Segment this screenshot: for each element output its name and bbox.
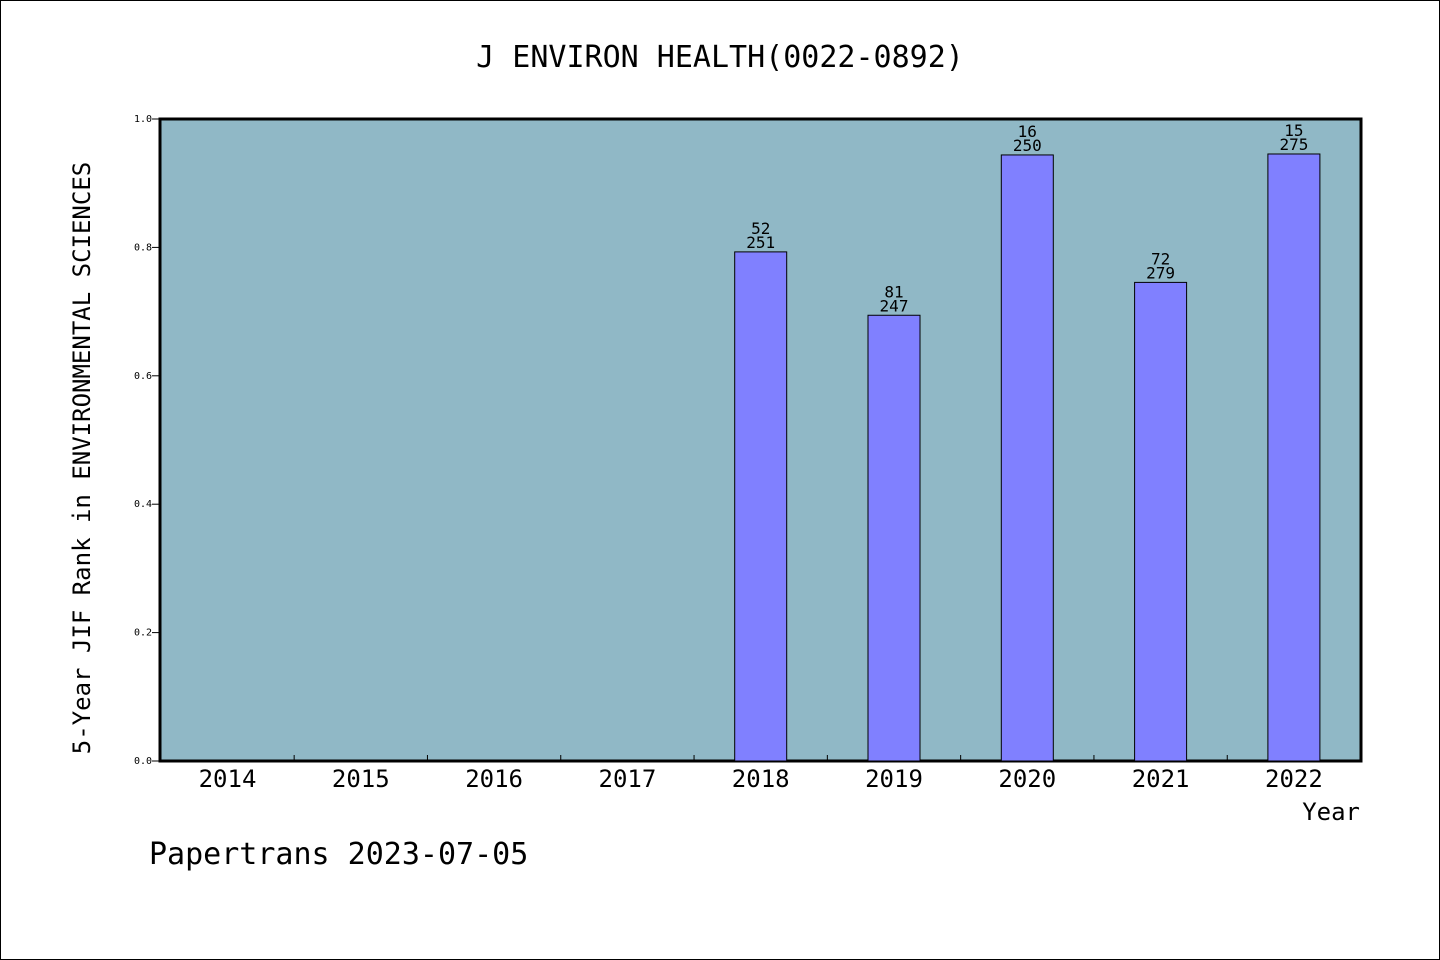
bar-2021 [1134,281,1188,762]
bar-rank-label: 81 [884,282,903,301]
bar-rank-label: 15 [1284,121,1303,140]
x-axis-label: Year [1302,798,1360,826]
x-tick-label: 2014 [199,765,257,793]
bar-total-label: 251 [746,233,775,252]
y-tick-label: 0.2 [134,628,152,639]
x-tick-label: 2022 [1265,765,1323,793]
x-tick-label: 2021 [1132,765,1190,793]
y-tick-label: 0.4 [134,499,152,510]
bar-total-label: 247 [880,296,909,315]
bar-2022 [1267,153,1321,762]
y-axis: 0.0 0.2 0.4 0.6 0.8 1.0 [134,114,160,767]
bar-rank-label: 52 [751,219,770,238]
footer-watermark: Papertrans 2023-07-05 [149,837,528,872]
bar-2019 [867,314,921,762]
x-axis: 2014 2015 2016 2017 2018 2019 2020 2021 2022 [199,755,1323,793]
y-tick-label: 0.6 [134,371,152,382]
bar-total-label: 279 [1146,263,1175,282]
bar-rank-label: 16 [1018,122,1037,141]
y-axis-label: 5-Year JIF Rank in ENVIRONMENTAL SCIENCE… [68,162,96,754]
chart-title: J ENVIRON HEALTH(0022-0892) [476,40,964,75]
x-tick-label: 2019 [865,765,923,793]
x-tick-label: 2017 [599,765,657,793]
bar-rank-label: 72 [1151,249,1170,268]
x-tick-label: 2016 [465,765,523,793]
x-tick-label: 2020 [998,765,1056,793]
x-tick-label: 2015 [332,765,390,793]
y-tick-label: 1.0 [134,114,152,125]
bar-total-label: 275 [1279,135,1308,154]
bar-total-label: 250 [1013,136,1042,155]
bar-2018 [734,251,788,762]
bar-2020 [1000,154,1054,762]
x-tick-label: 2018 [732,765,790,793]
y-tick-label: 0.8 [134,242,152,253]
y-tick-label: 0.0 [134,756,152,767]
